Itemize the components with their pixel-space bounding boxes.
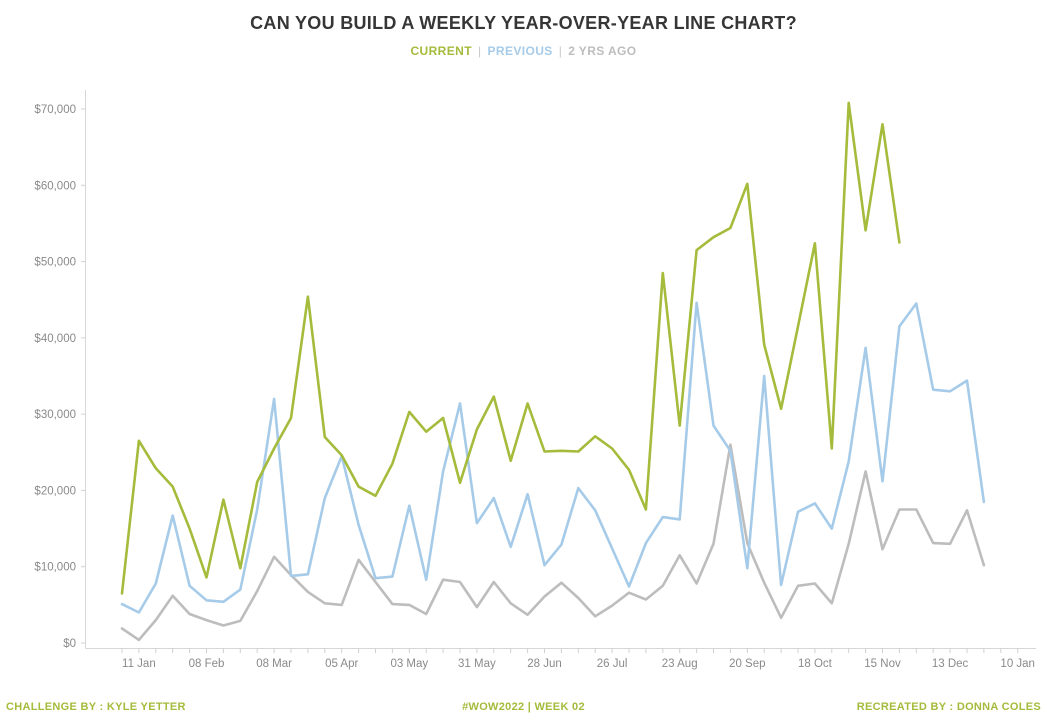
- x-tick-label: 23 Aug: [662, 658, 698, 670]
- footer-challenge-tag: #WOW2022 | WEEK 02: [462, 701, 585, 713]
- y-tick-label: $10,000: [34, 562, 76, 574]
- x-tick-label: 08 Mar: [256, 658, 292, 670]
- y-tick-label: $0: [63, 638, 76, 650]
- y-tick-label: $40,000: [34, 333, 76, 345]
- x-tick-label: 18 Oct: [798, 658, 833, 670]
- y-tick-label: $50,000: [34, 257, 76, 269]
- x-tick-label: 13 Dec: [932, 658, 969, 670]
- series-line-current: [120, 101, 901, 595]
- footer-recreated-by: RECREATED BY : DONNA COLES: [856, 701, 1041, 713]
- legend-item-previous: PREVIOUS: [487, 44, 553, 58]
- y-tick-label: $20,000: [34, 485, 76, 497]
- x-tick-label: 15 Nov: [864, 658, 901, 670]
- legend-separator: |: [477, 44, 482, 58]
- page-title: CAN YOU BUILD A WEEKLY YEAR-OVER-YEAR LI…: [250, 13, 797, 33]
- y-tick-label: $30,000: [34, 409, 76, 421]
- x-tick-label: 20 Sep: [729, 658, 765, 670]
- x-tick-label: 31 May: [458, 658, 496, 670]
- legend-separator: |: [558, 44, 563, 58]
- series-line-2-yrs-ago: [120, 443, 986, 642]
- legend-item-current: CURRENT: [410, 44, 472, 58]
- x-tick-label: 10 Jan: [1000, 658, 1035, 670]
- x-tick-label: 05 Apr: [325, 658, 358, 670]
- x-tick-label: 28 Jun: [527, 658, 562, 670]
- x-tick-label: 26 Jul: [597, 658, 628, 670]
- legend-item-2yrsago: 2 YRS AGO: [568, 44, 637, 58]
- series-line-previous: [120, 301, 986, 614]
- footer-challenge-by: CHALLENGE BY : KYLE YETTER: [6, 701, 186, 713]
- x-tick-label: 11 Jan: [122, 658, 156, 670]
- chart-legend: CURRENT | PREVIOUS | 2 YRS AGO: [0, 44, 1047, 58]
- y-tick-label: $70,000: [34, 104, 76, 116]
- x-tick-label: 03 May: [390, 658, 428, 670]
- x-tick-label: 08 Feb: [189, 658, 225, 670]
- y-tick-label: $60,000: [34, 180, 76, 192]
